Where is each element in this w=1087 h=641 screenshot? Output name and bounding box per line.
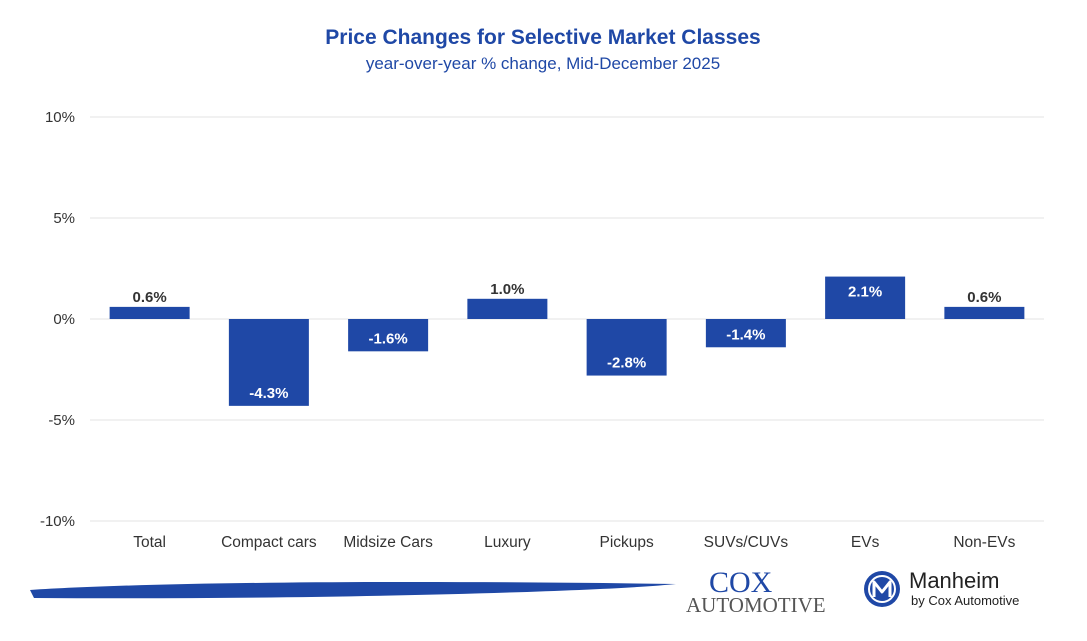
y-axis: 10% 5% 0% -5% -10% xyxy=(40,109,75,530)
data-label: 0.6% xyxy=(967,289,1001,306)
y-tick-label: 10% xyxy=(45,109,75,126)
chart-subtitle: year-over-year % change, Mid-December 20… xyxy=(366,54,720,73)
x-tick-label: Luxury xyxy=(484,534,531,551)
data-label: -2.8% xyxy=(607,355,646,372)
bar xyxy=(705,319,786,348)
bar xyxy=(944,306,1025,319)
cox-logo-text: COX xyxy=(709,566,773,599)
data-label: -4.3% xyxy=(249,385,288,402)
data-label: -1.4% xyxy=(726,326,765,343)
x-tick-label: SUVs/CUVs xyxy=(704,534,789,551)
bar xyxy=(467,298,548,319)
bar xyxy=(228,319,309,406)
manheim-logo: Manheim by Cox Automotive xyxy=(864,568,1019,608)
cox-automotive-logo: COX AUTOMOTIVE xyxy=(686,566,826,617)
data-label: 0.6% xyxy=(133,289,167,306)
bar xyxy=(586,319,667,376)
x-tick-label: Total xyxy=(133,534,166,551)
data-label: -1.6% xyxy=(369,330,408,347)
manheim-m-icon xyxy=(864,571,900,607)
brush-stroke-decoration xyxy=(30,582,676,599)
data-labels: 0.6% -4.3% -1.6% 1.0% -2.8% -1.4% 2.1% 0.6% xyxy=(133,281,1002,402)
y-tick-label: -5% xyxy=(48,412,75,429)
automotive-logo-text: AUTOMOTIVE xyxy=(686,593,826,617)
y-tick-label: -10% xyxy=(40,513,75,530)
data-label: 2.1% xyxy=(848,284,882,301)
x-axis: Total Compact cars Midsize Cars Luxury Picku… xyxy=(133,534,1015,551)
x-tick-label: Non-EVs xyxy=(953,534,1015,551)
bar xyxy=(109,306,190,319)
manheim-tagline: by Cox Automotive xyxy=(911,593,1019,608)
chart-title: Price Changes for Selective Market Class… xyxy=(325,26,760,49)
x-tick-label: Pickups xyxy=(599,534,654,551)
x-tick-label: EVs xyxy=(851,534,880,551)
x-tick-label: Compact cars xyxy=(221,534,317,551)
bars xyxy=(109,276,1025,406)
y-tick-label: 0% xyxy=(53,311,75,328)
y-tick-label: 5% xyxy=(53,210,75,227)
x-tick-label: Midsize Cars xyxy=(343,534,433,551)
data-label: 1.0% xyxy=(490,281,524,298)
manheim-logo-text: Manheim xyxy=(909,568,999,593)
bar xyxy=(348,319,429,352)
bar xyxy=(825,276,906,319)
